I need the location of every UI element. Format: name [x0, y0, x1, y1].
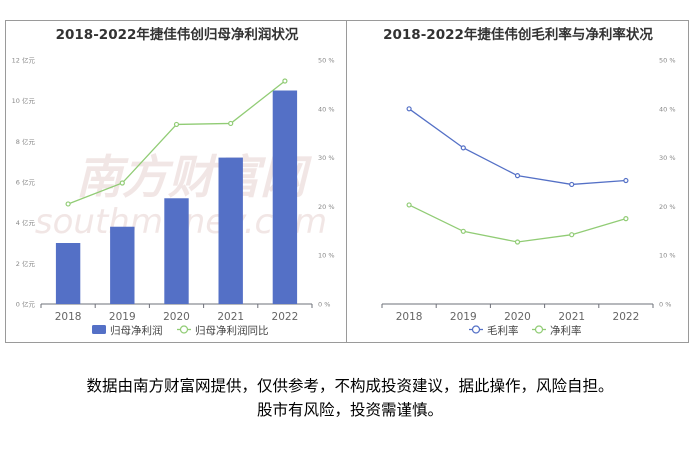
series-point-0-2018 — [65, 201, 71, 207]
series-point-0-2019 — [460, 145, 466, 151]
disclaimer-line-2: 股市有风险，投资需谨慎。 — [256, 401, 443, 419]
right-axis-tick-label: 30 % — [318, 154, 335, 162]
series-line-1 — [408, 204, 627, 243]
legend-swatch-marker — [534, 325, 544, 334]
left-axis-tick-label: 0 亿元 — [16, 300, 36, 309]
disclaimer: 数据由南方财富网提供，仅供参考，不构成投资建议，据此操作，风险自担。 股市有风险… — [0, 374, 700, 422]
chart-panel-margins: 2018-2022年捷佳伟创毛利率与净利率状况 0 % 10 % 20 % 30 % 40… — [346, 20, 689, 343]
left-axis-tick-label: 6 亿元 — [16, 178, 36, 187]
x-axis-tick-label: 2019 — [109, 311, 136, 323]
left-axis-tick-label: 10 亿元 — [12, 96, 36, 105]
right-axis-tick-label: 50 % — [659, 57, 676, 65]
x-axis-tick-label: 2022 — [613, 311, 640, 323]
series-point-0-2020 — [514, 173, 521, 179]
bar-2020 — [164, 198, 189, 304]
legend-label: 归母净利润 — [110, 324, 163, 337]
series-point-0-2022 — [282, 78, 288, 84]
chart-title: 2018-2022年捷佳伟创毛利率与净利率状况 — [383, 26, 653, 43]
right-axis-tick-label: 40 % — [318, 105, 335, 113]
series-point-0-2021 — [569, 181, 575, 188]
right-axis-tick-label: 40 % — [659, 105, 676, 113]
chart-panel-net-profit: 2018-2022年捷佳伟创归母净利润状况南方财富网southmoney.com… — [5, 20, 348, 343]
right-axis-tick-label: 10 % — [659, 252, 676, 260]
right-axis-tick-label: 30 % — [659, 154, 676, 162]
legend-swatch-marker — [471, 325, 481, 334]
series-point-1-2020 — [514, 239, 521, 245]
bar-2019 — [110, 226, 135, 304]
right-axis-tick-label: 20 % — [318, 203, 335, 211]
chart-title: 2018-2022年捷佳伟创归母净利润状况 — [56, 26, 299, 43]
x-axis-tick-label: 2019 — [450, 311, 477, 323]
x-axis-tick-label: 2022 — [272, 311, 299, 323]
left-axis-tick-label: 8 亿元 — [16, 137, 36, 146]
net-profit-chart: 2018-2022年捷佳伟创归母净利润状况南方财富网southmoney.com… — [12, 26, 335, 337]
bar-2021 — [218, 157, 243, 304]
series-point-0-2022 — [623, 177, 629, 184]
x-axis-tick-label: 2020 — [504, 311, 531, 323]
right-axis-tick-label: 10 % — [318, 252, 335, 260]
right-axis-tick-label: 50 % — [318, 57, 335, 65]
legend-label: 归母净利润同比 — [195, 324, 269, 337]
legend-swatch-marker — [179, 325, 189, 334]
legend-label: 净利率 — [550, 324, 582, 337]
legend-swatch-bar — [92, 325, 106, 334]
bar-2022 — [272, 90, 298, 304]
x-axis-tick-label: 2020 — [163, 311, 190, 323]
margin-chart: 2018-2022年捷佳伟创毛利率与净利率状况 0 % 10 % 20 % 30 % 40… — [381, 26, 676, 337]
series-point-1-2018 — [406, 202, 412, 208]
right-axis-tick-label: 0 % — [659, 301, 671, 309]
series-point-1-2022 — [623, 216, 629, 222]
series-point-1-2019 — [460, 228, 466, 234]
left-axis-tick-label: 4 亿元 — [16, 218, 36, 227]
disclaimer-line-1: 数据由南方财富网提供，仅供参考，不构成投资建议，据此操作，风险自担。 — [86, 377, 614, 395]
right-axis-tick-label: 20 % — [659, 203, 676, 211]
series-point-0-2021 — [228, 120, 234, 127]
left-axis-tick-label: 2 亿元 — [16, 259, 36, 268]
series-point-0-2019 — [119, 180, 125, 186]
series-point-0-2020 — [173, 121, 180, 128]
legend-label: 毛利率 — [487, 324, 519, 337]
x-axis-tick-label: 2021 — [558, 311, 585, 323]
x-axis-tick-label: 2018 — [396, 311, 423, 323]
right-axis-tick-label: 0 % — [318, 301, 330, 309]
bar-2018 — [55, 243, 81, 304]
left-axis-tick-label: 12 亿元 — [12, 56, 36, 65]
x-axis-tick-label: 2021 — [217, 311, 244, 323]
series-point-1-2021 — [569, 232, 575, 238]
series-point-0-2018 — [406, 106, 412, 112]
watermark-cn: 南方财富网 — [76, 150, 312, 204]
x-axis-tick-label: 2018 — [55, 311, 82, 323]
